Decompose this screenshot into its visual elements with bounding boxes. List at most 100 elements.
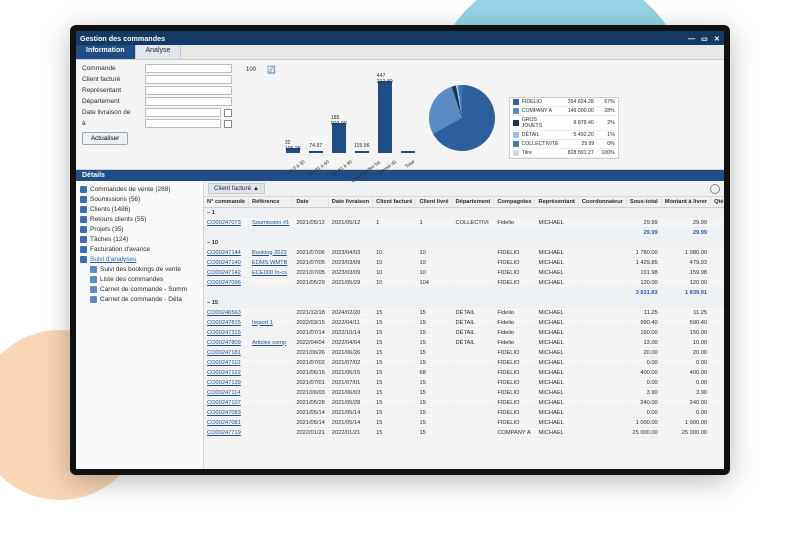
tab-analyse[interactable]: Analyse bbox=[136, 45, 182, 59]
calendar-icon[interactable] bbox=[224, 120, 232, 128]
table-row[interactable]: 29.9929.99 bbox=[204, 228, 724, 238]
table-row[interactable]: – 10 bbox=[204, 238, 724, 248]
table-row[interactable]: CO002477192022/01/212022/01/211515COMPAN… bbox=[204, 428, 724, 438]
sidebar-item[interactable]: Projets (35) bbox=[78, 224, 201, 234]
table-row[interactable]: CO002471142021/06/032021/06/031515FIDELI… bbox=[204, 388, 724, 398]
column-header[interactable]: Sous-total bbox=[626, 197, 661, 208]
cell bbox=[249, 398, 293, 408]
column-header[interactable]: Compagnies bbox=[494, 197, 535, 208]
tab-information[interactable]: Information bbox=[76, 45, 136, 59]
refresh-button[interactable]: Actualiser bbox=[82, 132, 128, 145]
table-row[interactable]: CO002465632021/12/182024/02/201515DÉTAIL… bbox=[204, 308, 724, 318]
sidebar-item[interactable]: Facturation d'avance bbox=[78, 244, 201, 254]
cell: 20.00 bbox=[626, 348, 661, 358]
input-date-to[interactable] bbox=[145, 119, 221, 128]
cell bbox=[535, 228, 578, 238]
sidebar-item-label: Facturation d'avance bbox=[90, 246, 150, 253]
sidebar-item[interactable]: Suivi des bookings de vente bbox=[78, 264, 201, 274]
cell: COMPANY A bbox=[494, 428, 535, 438]
input-departement[interactable] bbox=[145, 97, 232, 106]
cell bbox=[578, 228, 626, 238]
cell bbox=[249, 358, 293, 368]
nav-icon bbox=[90, 296, 97, 303]
cell: 15 bbox=[373, 428, 416, 438]
column-header[interactable]: N° commande bbox=[204, 197, 249, 208]
cell: 15 bbox=[416, 338, 452, 348]
window-title: Gestion des commandes bbox=[80, 34, 165, 43]
input-commande[interactable] bbox=[145, 64, 232, 73]
cell: Fidelio bbox=[494, 218, 535, 228]
table-row[interactable]: CO002471102021/07/022021/07/021515FIDELI… bbox=[204, 358, 724, 368]
limit-input[interactable]: 100 bbox=[238, 66, 264, 74]
sidebar-item[interactable]: Liste des commandes bbox=[78, 274, 201, 284]
column-header[interactable]: Date bbox=[293, 197, 328, 208]
cell: CO00247809 bbox=[204, 338, 249, 348]
cell: 2021/06/03 bbox=[293, 388, 328, 398]
table-row[interactable]: CO00247144Booking 20222021/07/062023/04/… bbox=[204, 248, 724, 258]
table-row[interactable]: – 15 bbox=[204, 298, 724, 308]
column-header[interactable]: Représentant bbox=[535, 197, 578, 208]
table-row[interactable]: CO002471812021/06/262021/06/261515FIDELI… bbox=[204, 348, 724, 358]
group-header[interactable]: – 10 bbox=[204, 238, 724, 248]
table-row[interactable]: CO00247809Articles comp2022/04/042022/04… bbox=[204, 338, 724, 348]
table-row[interactable]: CO00247073Soumission #12021/05/122021/05… bbox=[204, 218, 724, 228]
table-row[interactable]: CO00247142ECE000 In-cs2021/07/052023/03/… bbox=[204, 268, 724, 278]
cell: MICHAEL bbox=[535, 268, 578, 278]
search-icon[interactable]: 🔄 bbox=[267, 66, 276, 74]
sidebar-item[interactable]: Tâches (124) bbox=[78, 234, 201, 244]
cell: 590.40 bbox=[661, 318, 710, 328]
cell bbox=[373, 288, 416, 298]
column-header[interactable]: Coordonnateur bbox=[578, 197, 626, 208]
input-client-facture[interactable] bbox=[145, 75, 232, 84]
column-header[interactable]: Client livré bbox=[416, 197, 452, 208]
cell: 1 000.00 bbox=[661, 418, 710, 428]
input-representant[interactable] bbox=[145, 86, 232, 95]
minimize-icon[interactable]: — bbox=[688, 34, 695, 43]
cell: 15 bbox=[416, 348, 452, 358]
close-icon[interactable]: ✕ bbox=[714, 34, 720, 43]
cell: Import 1 bbox=[249, 318, 293, 328]
cell: MICHAEL bbox=[535, 358, 578, 368]
column-header[interactable]: Montant à livrer bbox=[661, 197, 710, 208]
cell: CO00247073 bbox=[204, 218, 249, 228]
column-header[interactable]: Date livraison bbox=[328, 197, 372, 208]
column-header[interactable]: Qté comm. bbox=[711, 197, 724, 208]
table-row[interactable]: – 1 bbox=[204, 208, 724, 218]
table-row[interactable]: CO00247140EDMS WMTB2021/07/052023/03/091… bbox=[204, 258, 724, 268]
table-row[interactable]: CO002470812021/05/142021/05/141515FIDELI… bbox=[204, 418, 724, 428]
group-header[interactable]: – 15 bbox=[204, 298, 724, 308]
sidebar-item[interactable]: Soumissions (56) bbox=[78, 194, 201, 204]
cell: MICHAEL bbox=[535, 398, 578, 408]
sidebar-item[interactable]: Clients (1486) bbox=[78, 204, 201, 214]
sidebar-item[interactable]: Carnet de commande - Déta bbox=[78, 294, 201, 304]
cell: 159.98 bbox=[661, 268, 710, 278]
table-row[interactable]: CO002471072021/05/282021/05/281515FIDELI… bbox=[204, 398, 724, 408]
cell: FIDELIO bbox=[494, 248, 535, 258]
sidebar-item[interactable]: Carnet de commande - Somm bbox=[78, 284, 201, 294]
maximize-icon[interactable]: ▭ bbox=[701, 34, 708, 43]
gear-icon[interactable] bbox=[710, 184, 720, 194]
column-header[interactable]: Client facturé bbox=[373, 197, 416, 208]
table-row[interactable]: CO00247815Import 12022/03/152022/04/1115… bbox=[204, 318, 724, 328]
cell bbox=[452, 418, 494, 428]
table-row[interactable]: CO002470962021/05/292021/05/2910104FIDEL… bbox=[204, 278, 724, 288]
table-row[interactable]: CO002471222021/06/152021/06/151568FIDELI… bbox=[204, 368, 724, 378]
cell: MICHAEL bbox=[535, 408, 578, 418]
group-header[interactable]: – 1 bbox=[204, 208, 724, 218]
cell: 20.00 bbox=[661, 348, 710, 358]
table-row[interactable]: 3 631.831 839.91 bbox=[204, 288, 724, 298]
calendar-icon[interactable] bbox=[224, 109, 232, 117]
sidebar-item[interactable]: Commandes de vente (288) bbox=[78, 184, 201, 194]
sidebar-item[interactable]: Suivi d'analyses bbox=[78, 254, 201, 264]
column-header[interactable]: Référence bbox=[249, 197, 293, 208]
cell: 68 bbox=[416, 368, 452, 378]
input-date-from[interactable] bbox=[145, 108, 221, 117]
table-row[interactable]: CO002473152021/07/142022/10/141515DÉTAIL… bbox=[204, 328, 724, 338]
table-row[interactable]: CO002471392021/07/012021/07/011515FIDELI… bbox=[204, 378, 724, 388]
column-header[interactable]: Département bbox=[452, 197, 494, 208]
table-row[interactable]: CO002470832021/05/142021/05/141515FIDELI… bbox=[204, 408, 724, 418]
sidebar-item[interactable]: Retours clients (55) bbox=[78, 214, 201, 224]
group-by-pill[interactable]: Client facturé ▲ bbox=[208, 183, 265, 194]
nav-icon bbox=[90, 266, 97, 273]
cell: 3.90 bbox=[661, 388, 710, 398]
